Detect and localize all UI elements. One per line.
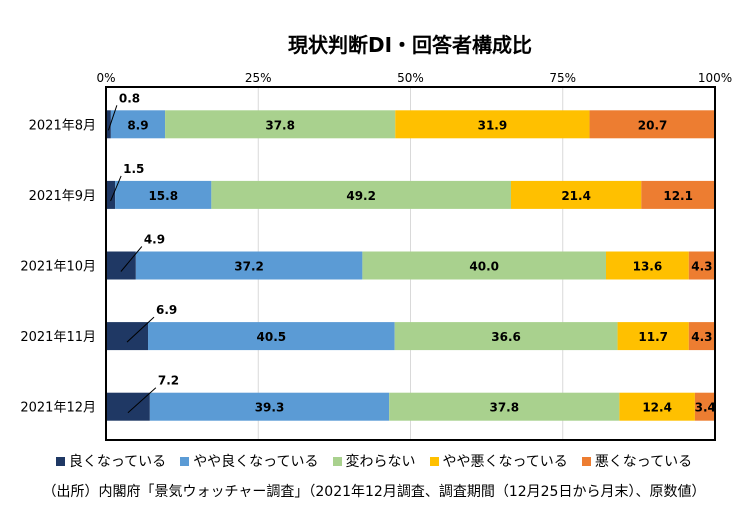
data-label: 0.8 [119, 91, 140, 105]
legend-swatch [55, 456, 65, 466]
data-label: 12.4 [642, 401, 672, 415]
legend-swatch [332, 456, 342, 466]
stacked-bar-chart: 現状判断DI・回答者構成比 0% 25% 50% 75% 100% 0.8 8.9 37.8… [20, 33, 732, 441]
data-label: 4.3 [691, 260, 712, 274]
data-label: 4.9 [144, 233, 165, 247]
bar-segment [688, 322, 715, 351]
x-tick-label: 75% [549, 71, 576, 85]
data-label: 40.0 [469, 260, 499, 274]
bar-segment [394, 322, 618, 351]
bar-segment [110, 110, 166, 139]
bar-segment [148, 322, 395, 351]
data-label: 20.7 [638, 118, 668, 132]
data-label: 31.9 [478, 118, 508, 132]
legend-item: やや良くなっている [180, 451, 319, 471]
x-tick-label: 50% [397, 71, 424, 85]
bar-segment [617, 322, 689, 351]
legend-label: 悪くなっている [594, 454, 693, 470]
category-label: 2021年12月 [20, 401, 96, 416]
category-labels: 2021年8月 2021年9月 2021年10月 2021年11月 2021年12月 [20, 118, 96, 415]
data-label: 6.9 [156, 303, 177, 317]
bar-segment [688, 251, 715, 280]
category-label: 2021年11月 [20, 330, 96, 345]
bar-segment [211, 180, 511, 209]
legend-label: やや悪くなっている [442, 454, 568, 470]
bar-segment [115, 180, 212, 209]
data-label: 37.8 [489, 401, 519, 415]
plot-area-frame [105, 86, 716, 441]
leader-line [120, 246, 143, 272]
data-label: 7.2 [158, 374, 179, 388]
data-labels: 0.8 8.9 37.8 31.9 20.7 1.5 15.8 49.2 21.4 12.1 4.9… [107, 91, 716, 415]
data-label: 12.1 [663, 189, 693, 203]
data-label: 39.3 [255, 401, 285, 415]
bar-segment [106, 322, 149, 351]
bar-segment [106, 392, 150, 421]
chart-title: 現状判断DI・回答者構成比 [288, 33, 532, 57]
legend-label: やや良くなっている [193, 454, 319, 470]
legend-item: 変わらない [332, 451, 416, 471]
bar-segment [395, 110, 590, 139]
legend-item: 良くなっている [55, 451, 167, 471]
data-label: 36.6 [491, 330, 521, 344]
data-label: 40.5 [257, 330, 287, 344]
bar-segment [619, 392, 695, 421]
data-label: 8.9 [127, 118, 148, 132]
bar-segment [589, 110, 716, 139]
leader-line [107, 105, 118, 131]
bar-segment [165, 110, 396, 139]
legend-label: 変わらない [345, 454, 416, 470]
leader-line [127, 387, 157, 414]
data-label: 13.6 [633, 260, 663, 274]
x-tick-label: 100% [698, 71, 732, 85]
bar-segment [135, 251, 363, 280]
x-tick-labels: 0% 25% 50% 75% 100% [96, 71, 732, 85]
leader-line [126, 316, 155, 343]
legend: 良くなっている やや良くなっている 変わらない やや悪くなっている 悪くなっている [0, 451, 748, 471]
legend-item: 悪くなっている [581, 451, 693, 471]
bar-segment [149, 392, 390, 421]
legend-swatch [180, 456, 190, 466]
bar-segment [605, 251, 689, 280]
legend-item: やや悪くなっている [429, 451, 568, 471]
leader-line [110, 175, 122, 202]
legend-label: 良くなっている [68, 454, 167, 470]
category-label: 2021年10月 [20, 260, 96, 275]
x-tick-label: 25% [245, 71, 272, 85]
data-label: 37.2 [234, 260, 264, 274]
data-label: 21.4 [561, 189, 591, 203]
bar-segment [389, 392, 620, 421]
data-label: 4.3 [691, 330, 712, 344]
bar-segment [106, 180, 116, 209]
data-label: 15.8 [148, 189, 178, 203]
data-label: 11.7 [638, 330, 668, 344]
bar-segment [106, 251, 136, 280]
bar-segment [106, 110, 111, 139]
bar-segment [641, 180, 715, 209]
data-label: 37.8 [265, 118, 295, 132]
bars [106, 110, 716, 421]
bar-segment [694, 392, 716, 421]
data-label: 49.2 [346, 189, 376, 203]
category-label: 2021年8月 [29, 118, 96, 133]
legend-swatch [581, 456, 591, 466]
legend-swatch [429, 456, 439, 466]
category-label: 2021年9月 [29, 189, 96, 204]
bar-segment [510, 180, 642, 209]
bar-segment [362, 251, 606, 280]
x-tick-label: 0% [96, 71, 115, 85]
data-label: 3.4 [695, 401, 716, 415]
data-label: 1.5 [123, 162, 144, 176]
source-note: （出所）内閣府「景気ウォッチャー調査」（2021年12月調査、調査期間（12月2… [42, 484, 706, 500]
